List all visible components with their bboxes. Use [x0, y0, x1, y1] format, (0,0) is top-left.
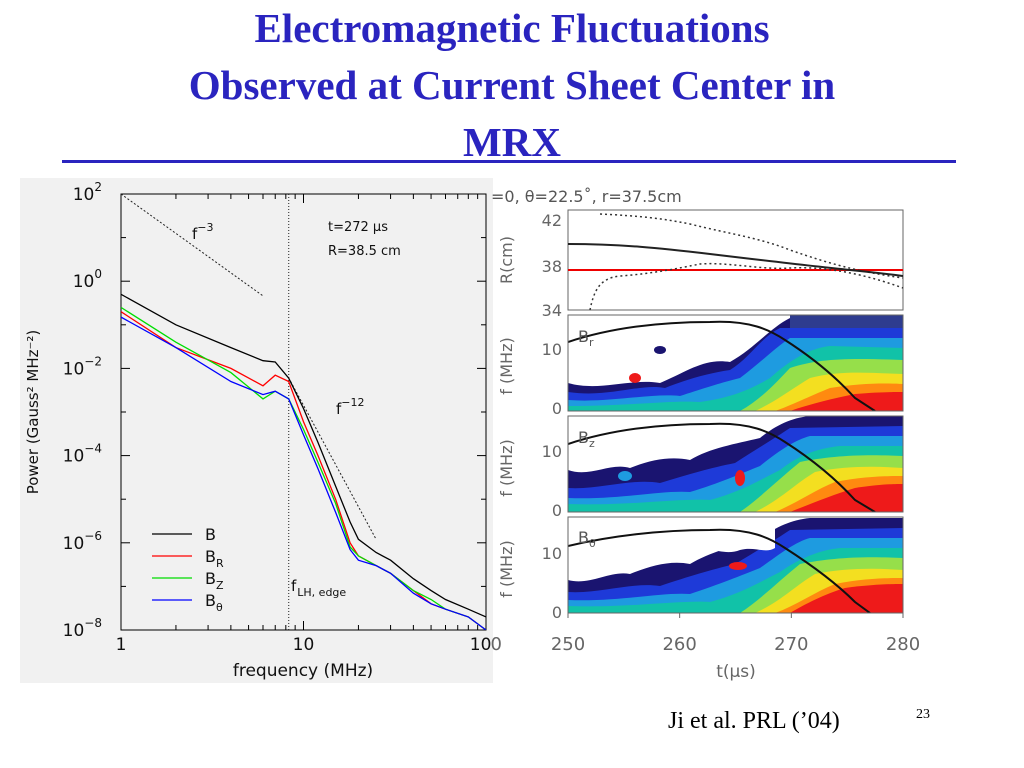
title-line-2: Observed at Current Sheet Center in — [188, 62, 836, 108]
time-tick-label: 280 — [886, 634, 920, 655]
time-axis-label: t(μs) — [716, 662, 756, 682]
time-tick-label: 250 — [551, 634, 585, 655]
y-tick-label: 10−8 — [63, 616, 102, 641]
power-law-reference-line — [120, 193, 264, 297]
heatmap-br-axis-label: f (MHz) — [497, 337, 516, 394]
series-line-2 — [121, 306, 486, 630]
title-underline — [62, 160, 956, 163]
heatmap-panel-btheta: Bθ 10 0 f (MHz) — [497, 516, 904, 622]
radius-annotation: R=38.5 cm — [328, 244, 401, 259]
y-tick-label: 100 — [73, 267, 102, 292]
heatmap-label-bz: Bz — [578, 428, 595, 450]
power-law-reference-line — [290, 381, 377, 540]
heatmap-panel-br: Br 10 0 f (MHz) — [497, 314, 904, 418]
heatmap-br-tick-10: 10 — [542, 340, 562, 359]
radius-lower-dotted — [589, 262, 904, 311]
radius-tick-34: 34 — [542, 301, 562, 320]
page-number: 23 — [916, 707, 930, 722]
y-tick-label: 10−4 — [63, 442, 102, 467]
legend-label: B — [205, 525, 216, 544]
f-lh-edge-label: fLH, edge — [291, 577, 346, 599]
legend-label: Bθ — [205, 591, 223, 614]
time-annotation: t=272 μs — [328, 220, 388, 235]
heatmap-btheta-tick-10: 10 — [542, 544, 562, 563]
spectrogram-header: =0, θ=22.5˚, r=37.5cm — [491, 187, 682, 206]
time-tick-label: 30 — [490, 634, 502, 655]
series-line-0 — [121, 293, 486, 618]
y-axis-label: Power (Gauss² MHz⁻²) — [24, 330, 42, 495]
radius-upper-dotted — [599, 213, 904, 279]
heatmap-bz-axis-label: f (MHz) — [497, 439, 516, 496]
y-tick-label: 10−2 — [63, 354, 102, 379]
heatmap-btheta-axis-label: f (MHz) — [497, 540, 516, 597]
x-axis-label: frequency (MHz) — [233, 661, 373, 681]
radius-panel: 42 38 34 R(cm) — [497, 209, 904, 320]
spectrogram-chart: =0, θ=22.5˚, r=37.5cm 42 38 34 R(cm) — [479, 187, 920, 682]
series-line-1 — [121, 311, 486, 630]
radius-solid — [567, 243, 904, 277]
time-tick-label: 270 — [774, 634, 808, 655]
y-tick-label: 102 — [73, 180, 102, 205]
slide-title: Electromagnetic Fluctuations Observed at… — [0, 0, 1024, 171]
radius-axis-label: R(cm) — [497, 236, 516, 284]
title-line-1: Electromagnetic Fluctuations — [254, 5, 770, 51]
heatmap-panel-bz: Bz 10 0 f (MHz) — [497, 415, 904, 520]
heatmap-btheta-tick-0: 0 — [552, 603, 562, 622]
heatmap-bz-tick-10: 10 — [542, 442, 562, 461]
f-minus3-label: f−3 — [192, 221, 214, 243]
time-tick-label: 260 — [662, 634, 696, 655]
x-tick-label: 10 — [293, 635, 315, 655]
heatmap-label-btheta: Bθ — [578, 528, 596, 550]
plot-frame — [120, 193, 487, 631]
y-tick-label: 10−6 — [63, 529, 102, 554]
f-minus12-label: f−12 — [336, 396, 365, 418]
heatmap-br-tick-0: 0 — [552, 399, 562, 418]
heatmap-label-br: Br — [578, 327, 594, 349]
radius-tick-42: 42 — [542, 211, 562, 230]
heatmap-bz-tick-0: 0 — [552, 501, 562, 520]
legend-label: BZ — [205, 569, 224, 592]
title-line-3: MRX — [463, 119, 561, 165]
citation: Ji et al. PRL (’04) — [668, 708, 840, 734]
series-line-3 — [121, 316, 486, 630]
radius-tick-38: 38 — [542, 257, 562, 276]
x-tick-label: 1 — [116, 635, 127, 655]
legend-label: BR — [205, 547, 224, 570]
spectrogram-figure: =0, θ=22.5˚, r=37.5cm 42 38 34 R(cm) — [479, 178, 935, 688]
